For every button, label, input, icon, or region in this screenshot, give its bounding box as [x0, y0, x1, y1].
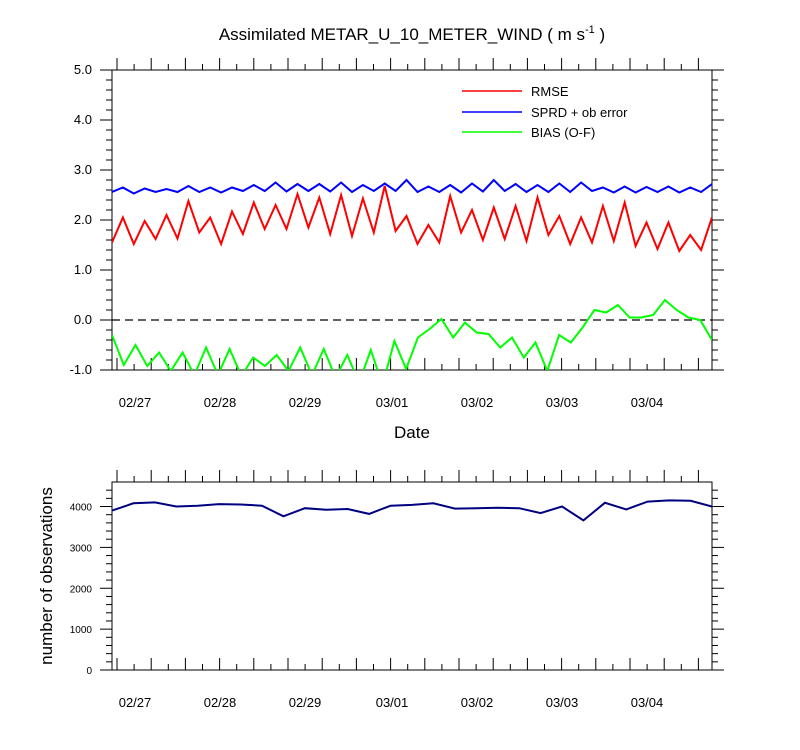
- y-tick-label: 2000: [70, 584, 93, 595]
- x-tick-label: 03/03: [546, 395, 579, 410]
- bottom-series-group: [112, 499, 712, 522]
- bottom-plot-frame: [111, 481, 713, 671]
- chart-title: Assimilated METAR_U_10_METER_WIND ( m s-…: [219, 24, 605, 44]
- x-tick-label: 03/02: [461, 395, 494, 410]
- y-tick-label: 4.0: [74, 112, 92, 127]
- series-line-2: [112, 298, 712, 370]
- y-tick-label: 5.0: [74, 62, 92, 77]
- legend-label-spread: SPRD + ob error: [531, 105, 628, 120]
- y-tick-label: 0.0: [74, 312, 92, 327]
- x-tick-label: 03/01: [376, 695, 409, 710]
- x-tick-label: 02/27: [119, 695, 152, 710]
- legend-label-rmse: RMSE: [531, 84, 569, 99]
- observation-count-chart: 0 1000 2000 3000 4000 02/27 02/28 02/29 03/01 03…: [37, 470, 724, 710]
- y-tick-label: 4000: [70, 503, 93, 514]
- y-tick-label: 2.0: [74, 212, 92, 227]
- x-tick-label: 03/03: [546, 695, 579, 710]
- x-tick-label: 02/28: [204, 395, 237, 410]
- rmse-spread-bias-chart: Assimilated METAR_U_10_METER_WIND ( m s-…: [70, 24, 724, 442]
- y-tick-label: 0: [86, 666, 92, 677]
- top-y-axis: -1.0 0.0 1.0 2.0 3.0 4.0 5.0: [70, 62, 724, 377]
- x-tick-label: 02/28: [204, 695, 237, 710]
- y-tick-label: 3.0: [74, 162, 92, 177]
- bottom-y-axis: 0 1000 2000 3000 4000: [70, 489, 724, 677]
- x-tick-label: 02/29: [289, 695, 322, 710]
- top-series-group: [112, 178, 712, 370]
- y-axis-label: number of observations: [37, 487, 56, 665]
- y-tick-label: 1000: [70, 625, 93, 636]
- x-tick-label: 03/02: [461, 695, 494, 710]
- top-x-ticks: [116, 58, 699, 370]
- bottom-x-axis-labels: 02/27 02/28 02/29 03/01 03/02 03/03 03/04: [119, 695, 664, 710]
- series-line-0: [112, 185, 712, 254]
- x-tick-label: 03/01: [376, 395, 409, 410]
- x-tick-label: 02/29: [289, 395, 322, 410]
- x-tick-label: 03/04: [631, 695, 664, 710]
- y-tick-label: 3000: [70, 543, 93, 554]
- series-line-0: [112, 499, 712, 522]
- legend-label-bias: BIAS (O-F): [531, 125, 595, 140]
- x-tick-label: 02/27: [119, 395, 152, 410]
- y-tick-label: 1.0: [74, 262, 92, 277]
- series-line-1: [112, 178, 712, 195]
- y-tick-label: -1.0: [70, 362, 92, 377]
- bottom-x-ticks: [116, 470, 699, 670]
- x-tick-label: 03/04: [631, 395, 664, 410]
- top-x-axis-labels: 02/27 02/28 02/29 03/01 03/02 03/03 03/04: [119, 395, 664, 410]
- legend: RMSE SPRD + ob error BIAS (O-F): [462, 84, 628, 140]
- x-axis-label: Date: [394, 423, 430, 442]
